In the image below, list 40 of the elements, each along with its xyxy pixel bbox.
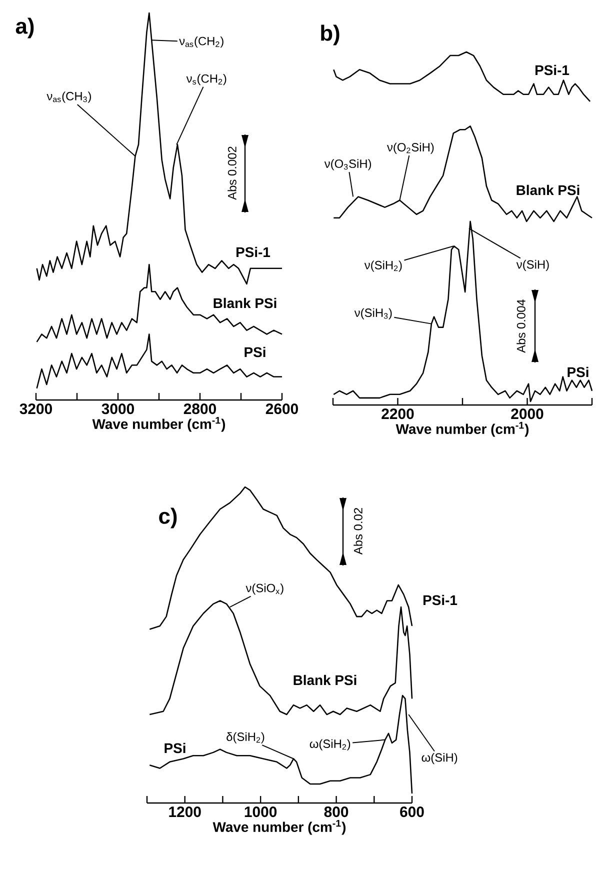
chart-title: b) <box>321 24 340 46</box>
annotation: δ(SiH$_{2}$) <box>226 732 264 744</box>
annotation: ν$_{as}$(CH$_{3}$) <box>46 92 91 103</box>
x-tick-label: 2200 <box>382 408 414 420</box>
series-label: Blank PSi <box>294 674 356 686</box>
annotation: ν(SiH) <box>516 260 549 272</box>
x-tick-label: 2600 <box>266 404 298 414</box>
annotation: ν(O$_{3}$SiH) <box>324 159 372 170</box>
x-tick-label: 1000 <box>244 806 277 818</box>
text: c) <box>159 508 177 528</box>
annotation: ν(SiH$_{2}$) <box>364 260 402 272</box>
chart-title: a) <box>16 18 34 38</box>
x-axis-title: Wave number (cm$^{-1}$) <box>212 820 346 835</box>
series-label: PSi-1 <box>424 594 458 606</box>
x-axis-title: Wave number (cm$^{-1}$) <box>396 422 529 437</box>
annotation: ω(SiH) <box>422 752 458 764</box>
annotation: ω(SiH$_{2}$) <box>310 739 350 750</box>
x-tick-label: 800 <box>324 806 348 818</box>
x-tick-label: 3200 <box>20 404 52 414</box>
series-label: PSi-1 <box>536 64 570 76</box>
annotation: Abs 0.004 <box>516 299 526 353</box>
series-label: PSi <box>164 742 186 754</box>
annotation: ν(SiH$_{3}$) <box>354 308 392 320</box>
annotation: ν(O$_{2}$SiH) <box>386 142 434 154</box>
series-label: Blank PSi <box>516 184 580 196</box>
annotation: Abs 0.002 <box>228 146 236 200</box>
annotation: Abs 0.02 <box>354 508 362 555</box>
x-tick-label: 2800 <box>184 404 216 414</box>
annotation: ν$_{as}$(CH$_{2}$) <box>179 36 224 48</box>
series-label: PSi <box>244 346 266 358</box>
x-tick-label: 600 <box>400 806 424 818</box>
x-tick-label: 1200 <box>169 806 201 818</box>
series-label: Blank PSi <box>214 298 276 308</box>
x-axis-title: Wave number (cm$^{-1}$) <box>92 416 226 432</box>
series-label: PSi-1 <box>236 246 270 258</box>
series-label: PSi <box>568 366 588 378</box>
x-tick-label: 2000 <box>511 408 544 420</box>
annotation: ν$_{s}$(CH$_{2}$) <box>186 74 226 86</box>
annotation: ν(SiO$_{x}$) <box>246 584 284 595</box>
x-tick-label: 3000 <box>102 404 134 414</box>
